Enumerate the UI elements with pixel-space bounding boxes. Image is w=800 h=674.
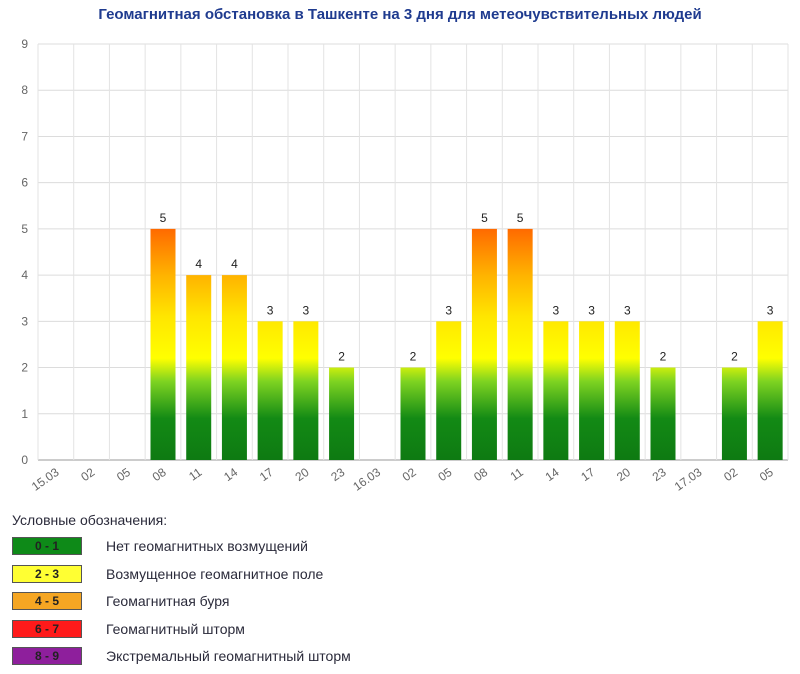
x-tick-label: 17	[578, 465, 597, 484]
legend-item-storm: 4 - 5 Геомагнитная буря	[12, 591, 792, 611]
x-tick-label: 17	[257, 465, 276, 484]
bar-value-label: 3	[445, 303, 452, 317]
legend-item-none: 0 - 1 Нет геомагнитных возмущений	[12, 536, 792, 556]
legend-swatch: 2 - 3	[12, 564, 82, 583]
bar-value-label: 2	[410, 350, 417, 364]
y-tick-label: 6	[21, 176, 28, 190]
bar	[400, 367, 426, 460]
x-tick-label: 05	[114, 465, 133, 484]
y-tick-label: 3	[21, 314, 28, 328]
bar	[257, 321, 283, 460]
legend-label: Экстремальный геомагнитный шторм	[106, 648, 351, 665]
bar-value-label: 5	[517, 211, 524, 225]
bars	[150, 228, 783, 460]
value-labels: 5 4 4 3 3 2 2 3 5 5 3 3 3 2 2 3	[160, 211, 774, 364]
x-tick-label: 14	[543, 465, 562, 484]
bar	[186, 275, 212, 460]
bar-value-label: 2	[660, 350, 667, 364]
bar	[614, 321, 640, 460]
legend-label: Нет геомагнитных возмущений	[106, 538, 308, 554]
y-tick-label: 5	[21, 222, 28, 236]
bar-value-label: 5	[481, 211, 488, 225]
x-tick-label: 11	[508, 465, 527, 484]
x-tick-label: 23	[328, 465, 347, 484]
x-tick-label: 14	[221, 465, 240, 484]
x-tick-label: 20	[293, 465, 312, 484]
bar-value-label: 2	[731, 350, 738, 364]
bar	[150, 228, 176, 460]
bar	[329, 367, 355, 460]
bar-value-label: 3	[267, 303, 274, 317]
legend-swatch: 6 - 7	[12, 619, 82, 638]
x-tick-label: 08	[471, 465, 490, 484]
x-tick-label: 17.03	[672, 465, 705, 494]
bar-value-label: 2	[338, 350, 345, 364]
bar	[543, 321, 569, 460]
bar-value-label: 4	[231, 257, 238, 271]
bar-value-label: 3	[588, 303, 595, 317]
legend-item-extreme-storm: 8 - 9 Экстремальный геомагнитный шторм	[12, 646, 792, 666]
x-tick-label: 16.03	[350, 465, 383, 494]
legend-swatch: 8 - 9	[12, 647, 82, 666]
legend-item-disturbed: 2 - 3 Возмущенное геомагнитное поле	[12, 564, 792, 584]
y-tick-label: 9	[21, 37, 28, 51]
legend: Условные обозначения: 0 - 1 Нет геомагни…	[12, 512, 792, 674]
y-tick-label: 4	[21, 268, 28, 282]
bar-value-label: 4	[195, 257, 202, 271]
bar-value-label: 5	[160, 211, 167, 225]
y-tick-label: 2	[21, 361, 28, 375]
bar-value-label: 3	[624, 303, 631, 317]
bar	[436, 321, 462, 460]
legend-swatch: 0 - 1	[12, 537, 82, 555]
y-tick-label: 7	[21, 129, 28, 143]
x-tick-label: 02	[721, 465, 740, 484]
legend-label: Геомагнитная буря	[106, 593, 230, 610]
legend-label: Геомагнитный шторм	[106, 620, 245, 637]
x-tick-label: 23	[650, 465, 669, 484]
bar	[757, 321, 783, 460]
x-tick-label: 20	[614, 465, 633, 484]
x-tick-label: 08	[150, 465, 169, 484]
bar-value-label: 3	[767, 303, 774, 317]
y-tick-label: 0	[21, 453, 28, 467]
x-tick-label: 11	[186, 465, 205, 484]
chart-title: Геомагнитная обстановка в Ташкенте на 3 …	[98, 6, 702, 23]
bar	[221, 275, 247, 460]
y-tick-label: 8	[21, 83, 28, 97]
bar	[579, 321, 605, 460]
legend-title: Условные обозначения:	[12, 512, 168, 528]
x-tick-label: 05	[435, 465, 454, 484]
y-tick-label: 1	[21, 407, 28, 421]
x-tick-label: 05	[757, 465, 776, 484]
x-tick-label: 15.03	[29, 465, 62, 494]
grid-lines	[37, 43, 789, 461]
bar	[721, 367, 747, 460]
x-tick-label: 02	[400, 465, 419, 484]
legend-item-strong-storm: 6 - 7 Геомагнитный шторм	[12, 619, 792, 639]
bar	[507, 228, 533, 460]
bar	[471, 228, 497, 460]
bar	[293, 321, 319, 460]
bar-value-label: 3	[553, 303, 560, 317]
legend-swatch: 4 - 5	[12, 592, 82, 611]
x-tick-label: 02	[78, 465, 97, 484]
bar-value-label: 3	[303, 303, 310, 317]
legend-label: Возмущенное геомагнитное поле	[106, 565, 324, 582]
bar	[650, 367, 676, 460]
